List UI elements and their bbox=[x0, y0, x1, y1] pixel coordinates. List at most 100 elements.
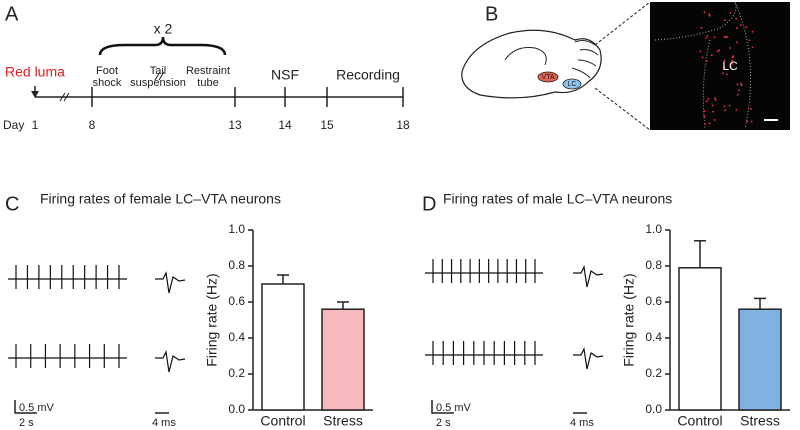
day-label: Day bbox=[3, 118, 24, 132]
day-number: 18 bbox=[396, 118, 410, 132]
cell-dot bbox=[713, 36, 716, 39]
cell-dot bbox=[731, 63, 734, 65]
cell-dot bbox=[731, 59, 734, 62]
cell-dot bbox=[723, 19, 726, 22]
cell-dot bbox=[746, 120, 749, 123]
start-label: Red luma bbox=[5, 64, 65, 80]
cell-dot bbox=[750, 108, 752, 110]
recording-label: Recording bbox=[336, 67, 400, 83]
cell-dot bbox=[736, 93, 739, 96]
cell-dot bbox=[703, 115, 706, 118]
stressor-label: Tail bbox=[150, 65, 167, 77]
cell-dot bbox=[732, 55, 735, 58]
chart-title: Firing rates of female LC–VTA neurons bbox=[40, 191, 281, 207]
zoom-line bbox=[594, 87, 651, 131]
cell-dot bbox=[707, 97, 710, 100]
cell-dot bbox=[713, 97, 716, 100]
cell-dot bbox=[708, 14, 711, 17]
cell-dot bbox=[722, 72, 724, 75]
cell-dot bbox=[737, 89, 740, 92]
stressor-label: shock bbox=[93, 77, 122, 89]
panel-letter: A bbox=[5, 3, 19, 25]
y-tick-label: 1.0 bbox=[228, 222, 245, 236]
x-tick-label: Control bbox=[260, 413, 305, 429]
waveform bbox=[573, 347, 604, 370]
cell-dot bbox=[745, 25, 748, 28]
y-tick-label: 1.0 bbox=[645, 222, 662, 236]
cerebellum bbox=[571, 40, 599, 79]
cell-dot bbox=[735, 17, 738, 20]
scale-voltage: 0.5 mV bbox=[436, 402, 472, 414]
cell-dot bbox=[712, 110, 715, 113]
nsf-label: NSF bbox=[271, 67, 299, 83]
cell-dot bbox=[699, 50, 702, 53]
day-number: 8 bbox=[89, 118, 96, 132]
cell-dot bbox=[700, 26, 703, 29]
bar bbox=[261, 283, 305, 411]
scale-bar bbox=[431, 400, 454, 414]
cell-dot bbox=[706, 34, 709, 37]
cell-dot bbox=[729, 47, 731, 49]
x-tick-label: Stress bbox=[740, 413, 780, 429]
stressor-label: Restraint bbox=[186, 65, 230, 77]
y-tick-label: 0.4 bbox=[645, 330, 662, 344]
cell-dot bbox=[713, 119, 716, 121]
brain-structure bbox=[504, 47, 547, 66]
arrow-head bbox=[31, 91, 39, 98]
waveform bbox=[573, 265, 604, 288]
cell-dot bbox=[718, 49, 721, 52]
cell-dot bbox=[729, 65, 732, 67]
scale-bar bbox=[14, 400, 37, 414]
lc-label: LC bbox=[568, 81, 577, 88]
traces: 0.5 mV 2 s 4 ms 0.5 mV 2 s 4 ms bbox=[8, 259, 604, 429]
y-tick-label: 0.8 bbox=[228, 258, 245, 272]
cell-dot bbox=[736, 83, 739, 86]
cell-dot bbox=[748, 39, 751, 42]
panel-letter: C bbox=[5, 193, 19, 215]
cell-dot bbox=[740, 84, 743, 86]
cell-dots bbox=[699, 11, 754, 125]
histology-image bbox=[650, 2, 790, 130]
cell-dot bbox=[724, 109, 726, 112]
cell-dot bbox=[750, 120, 753, 123]
cell-dot bbox=[751, 30, 754, 33]
image-label: LC bbox=[722, 59, 738, 73]
day-number: 13 bbox=[228, 118, 242, 132]
y-tick-label: 0.0 bbox=[228, 402, 245, 416]
cell-dot bbox=[751, 46, 754, 49]
cell-dot bbox=[735, 109, 738, 111]
x-tick-label: Control bbox=[677, 413, 722, 429]
panel-letter: B bbox=[485, 3, 498, 25]
cell-dot bbox=[723, 66, 726, 68]
repeat-label: x 2 bbox=[154, 21, 173, 37]
scale-time: 2 s bbox=[436, 417, 451, 429]
waveform bbox=[155, 350, 186, 373]
cell-dot bbox=[703, 110, 706, 112]
cell-dot bbox=[723, 35, 726, 38]
cell-dot bbox=[736, 27, 738, 30]
y-tick-label: 0.2 bbox=[228, 366, 245, 380]
scale-waveform: 4 ms bbox=[570, 417, 594, 429]
cell-dot bbox=[726, 36, 729, 38]
scale-voltage: 0.5 mV bbox=[19, 402, 55, 414]
cell-dot bbox=[728, 104, 731, 107]
y-tick-label: 0.4 bbox=[228, 330, 245, 344]
region-outline bbox=[654, 1, 752, 129]
cell-dot bbox=[705, 37, 708, 39]
bar bbox=[738, 308, 782, 411]
cell-dot bbox=[716, 50, 719, 53]
cell-dot bbox=[705, 100, 708, 103]
cell-dot bbox=[711, 104, 714, 107]
cell-dot bbox=[714, 98, 717, 101]
vta-region bbox=[537, 71, 559, 83]
cell-dot bbox=[723, 105, 726, 108]
x-tick-label: Stress bbox=[323, 413, 363, 429]
cell-dot bbox=[704, 123, 706, 125]
cell-dot bbox=[701, 56, 704, 59]
waveform bbox=[155, 271, 186, 294]
repeat-brace bbox=[98, 36, 227, 56]
zoom-line bbox=[594, 1, 651, 46]
stressor-label: suspension bbox=[130, 77, 186, 89]
day-number: 15 bbox=[320, 118, 334, 132]
